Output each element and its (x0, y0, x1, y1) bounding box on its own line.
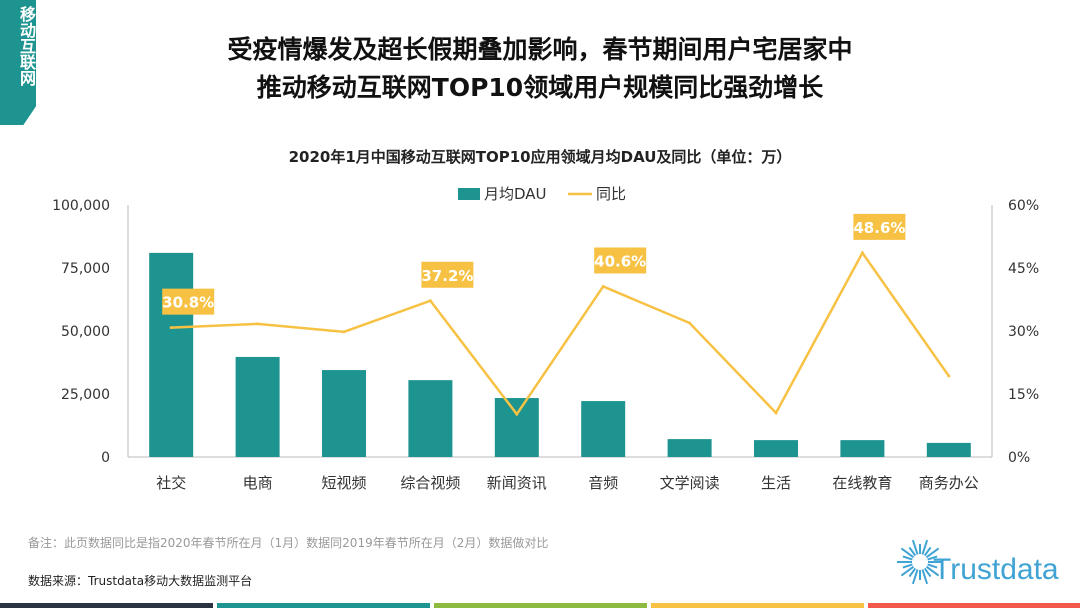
bar (322, 370, 366, 457)
category-label: 商务办公 (919, 474, 979, 492)
line-point (601, 284, 605, 288)
data-label-box (853, 213, 906, 240)
line-point (428, 299, 432, 303)
category-label: 电商 (243, 474, 273, 492)
right-tick-label: 45% (1008, 261, 1039, 277)
right-tick-label: 60% (1008, 198, 1039, 214)
category-label: 新闻资讯 (487, 474, 547, 492)
category-label: 短视频 (321, 474, 366, 492)
right-tick-label: 30% (1008, 324, 1039, 340)
category-label: 文学阅读 (660, 474, 720, 492)
line-point (515, 412, 519, 416)
footer-color-bar (217, 603, 430, 608)
bar (840, 440, 885, 457)
chart-title: 2020年1月中国移动互联网TOP10应用领域月均DAU及同比（单位：万） (288, 148, 792, 166)
line-point (256, 322, 260, 326)
bar (408, 380, 453, 457)
left-tick-label: 25,000 (61, 387, 110, 403)
footer-color-bar (434, 603, 647, 608)
trustdata-logo: Trustdata (895, 537, 1075, 591)
bar (149, 252, 194, 457)
headline-1: 受疫情爆发及超长假期叠加影响，春节期间用户宅居家中 (227, 35, 853, 64)
left-tick-label: 75,000 (61, 261, 110, 277)
bar (667, 439, 712, 457)
section-tag: 移动互联网 (0, 0, 36, 125)
footer-color-bar (651, 603, 864, 608)
line-point (342, 330, 346, 334)
data-source: 数据来源：Trustdata移动大数据监测平台 (28, 574, 253, 588)
sunburst-icon: Trustdata (897, 539, 1059, 586)
category-label: 社交 (156, 474, 186, 492)
category-label: 生活 (761, 474, 791, 492)
bar (926, 442, 971, 457)
left-tick-label: 100,000 (52, 198, 110, 214)
right-tick-label: 15% (1008, 387, 1039, 403)
category-label: 综合视频 (400, 474, 460, 492)
left-tick-label: 0 (101, 450, 110, 466)
data-label-box (594, 247, 647, 274)
chart: 0 25,000 50,000 75,000 100,000 0% 15% 30% 45% 60%… (52, 185, 1039, 492)
line-point (688, 321, 692, 325)
bar (581, 401, 626, 457)
data-label: 48.6% (853, 219, 905, 237)
line-point (169, 326, 173, 330)
svg-text:Trustdata: Trustdata (933, 553, 1059, 586)
bar (494, 398, 539, 457)
data-label-box (421, 261, 474, 288)
headline-2: 推动移动互联网TOP10领域用户规模同比强劲增长 (256, 73, 824, 102)
footnote: 备注：此页数据同比是指2020年春节所在月（1月）数据同2019年春节所在月（2… (28, 536, 549, 550)
footer-color-bar (868, 603, 1080, 608)
legend-bar-label: 月均DAU (484, 185, 547, 203)
line-point (860, 251, 864, 255)
data-label-box (162, 288, 215, 315)
line-point (947, 374, 951, 378)
yoy-line (171, 250, 950, 417)
line-point (774, 411, 778, 415)
bar (754, 440, 798, 457)
bar (235, 356, 280, 457)
data-label: 30.8% (162, 294, 214, 312)
data-label: 37.2% (421, 267, 473, 285)
category-label: 在线教育 (832, 474, 892, 492)
data-label: 40.6% (594, 252, 646, 270)
legend-bar-swatch (458, 188, 480, 200)
category-label: 音频 (588, 474, 618, 492)
left-tick-label: 50,000 (61, 324, 110, 340)
footer-color-bar (0, 603, 213, 608)
legend-line-label: 同比 (596, 185, 626, 203)
right-tick-label: 0% (1008, 450, 1030, 466)
